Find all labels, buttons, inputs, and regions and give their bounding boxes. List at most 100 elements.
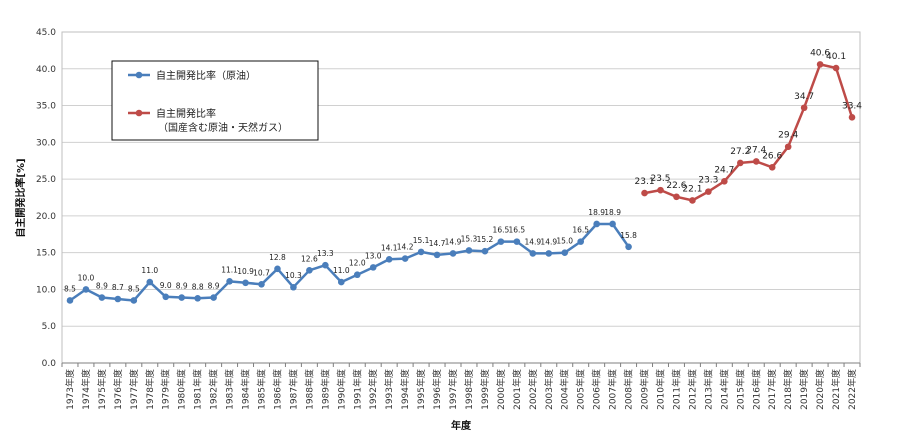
x-tick-label: 1984年度 bbox=[240, 369, 252, 410]
data-label: 33.4 bbox=[842, 101, 862, 111]
data-label: 11.0 bbox=[141, 266, 158, 275]
y-tick-label: 35.0 bbox=[36, 102, 56, 112]
data-label: 14.9 bbox=[524, 237, 541, 246]
y-tick-label: 45.0 bbox=[36, 28, 56, 38]
data-point bbox=[832, 64, 840, 72]
x-tick-label: 1993年度 bbox=[383, 369, 395, 410]
data-point bbox=[752, 158, 760, 165]
x-tick-label: 1999年度 bbox=[479, 369, 491, 410]
data-point bbox=[114, 295, 122, 303]
y-tick-label: 30.0 bbox=[36, 138, 56, 148]
data-point bbox=[848, 114, 856, 121]
x-tick-label: 2014年度 bbox=[718, 369, 730, 410]
data-label: 10.3 bbox=[285, 271, 302, 280]
data-label: 10.0 bbox=[78, 273, 95, 282]
x-tick-label: 2020年度 bbox=[814, 369, 826, 410]
data-point bbox=[721, 178, 728, 185]
data-label: 23.1 bbox=[635, 177, 655, 187]
data-point bbox=[290, 283, 297, 291]
data-point bbox=[162, 293, 170, 301]
data-point bbox=[226, 278, 233, 285]
data-label: 14.9 bbox=[540, 237, 557, 246]
x-tick-label: 1979年度 bbox=[160, 369, 172, 410]
data-point bbox=[242, 279, 249, 287]
y-tick-label: 20.0 bbox=[36, 212, 56, 222]
x-tick-label: 2006年度 bbox=[591, 369, 603, 410]
data-label: 8.9 bbox=[176, 282, 188, 291]
x-tick-label: 2021年度 bbox=[830, 369, 842, 410]
legend-marker-crude bbox=[135, 71, 143, 79]
x-tick-label: 1980年度 bbox=[176, 369, 188, 410]
data-label: 12.8 bbox=[269, 253, 286, 262]
legend-label-total-line2: （国産含む原油・天然ガス） bbox=[158, 121, 288, 134]
x-tick-label: 1997年度 bbox=[447, 369, 459, 410]
data-label: 14.9 bbox=[445, 237, 462, 246]
x-tick-label: 2002年度 bbox=[527, 369, 539, 410]
x-tick-label: 1981年度 bbox=[192, 369, 204, 410]
data-label: 18.9 bbox=[604, 208, 621, 217]
y-tick-label: 5.0 bbox=[42, 322, 57, 332]
x-tick-label: 2008年度 bbox=[623, 369, 635, 410]
data-label: 11.1 bbox=[221, 265, 238, 274]
data-label: 12.6 bbox=[301, 254, 318, 263]
data-label: 16.5 bbox=[572, 226, 589, 235]
data-point bbox=[481, 247, 489, 255]
x-tick-label: 2019年度 bbox=[798, 369, 810, 410]
data-point bbox=[353, 271, 361, 279]
data-label: 14.1 bbox=[381, 243, 398, 252]
x-tick-label: 1998年度 bbox=[463, 369, 475, 410]
data-label: 29.4 bbox=[778, 131, 798, 141]
data-point bbox=[194, 294, 201, 302]
data-point bbox=[258, 280, 265, 288]
data-label: 10.7 bbox=[253, 268, 270, 277]
y-tick-label: 25.0 bbox=[36, 175, 56, 185]
x-tick-label: 1988年度 bbox=[303, 369, 315, 410]
data-label: 26.6 bbox=[762, 151, 782, 161]
series-layer bbox=[66, 61, 856, 304]
x-tick-label: 2011年度 bbox=[670, 369, 682, 410]
x-tick-label: 1992年度 bbox=[367, 369, 379, 410]
x-tick-label: 2018年度 bbox=[782, 369, 794, 410]
x-tick-label: 2012年度 bbox=[686, 369, 698, 410]
data-label: 27.4 bbox=[746, 145, 766, 155]
data-label: 8.7 bbox=[112, 283, 124, 292]
data-label: 16.5 bbox=[493, 226, 510, 235]
data-label: 22.1 bbox=[682, 184, 702, 194]
data-label: 14.2 bbox=[397, 243, 414, 252]
data-point bbox=[369, 264, 377, 271]
data-point bbox=[322, 261, 329, 269]
x-tick-label: 1976年度 bbox=[112, 369, 124, 410]
x-tick-label: 1985年度 bbox=[256, 369, 268, 410]
data-label: 9.0 bbox=[160, 281, 172, 290]
x-tick-label: 1986年度 bbox=[271, 369, 283, 410]
data-point bbox=[768, 164, 776, 171]
x-tick-label: 1983年度 bbox=[224, 369, 236, 410]
data-label: 16.5 bbox=[509, 226, 526, 235]
x-tick-label: 2003年度 bbox=[543, 369, 555, 410]
data-point bbox=[417, 248, 425, 256]
data-label: 23.3 bbox=[698, 176, 718, 186]
legend: 自主開発比率（原油） 自主開発比率 （国産含む原油・天然ガス） bbox=[111, 60, 319, 141]
data-label: 8.5 bbox=[128, 284, 140, 293]
x-tick-label: 1977年度 bbox=[128, 369, 140, 410]
x-tick-label: 1989年度 bbox=[319, 369, 331, 410]
data-label: 27.2 bbox=[730, 147, 750, 157]
data-label: 11.0 bbox=[333, 266, 350, 275]
y-tick-label: 40.0 bbox=[36, 65, 56, 75]
data-label: 22.6 bbox=[666, 181, 686, 191]
data-point bbox=[625, 243, 632, 251]
data-labels: 8.510.08.9 8.7 8.511.09.0 8.9 8.8 8.911.1 10.9… bbox=[64, 48, 862, 293]
data-label: 8.8 bbox=[192, 282, 204, 291]
data-label: 34.7 bbox=[794, 92, 814, 102]
x-tick-label: 2013年度 bbox=[702, 369, 714, 410]
x-tick-label: 1994年度 bbox=[399, 369, 411, 410]
data-label: 13.3 bbox=[317, 249, 334, 258]
data-point bbox=[401, 255, 409, 262]
x-tick-label: 1990年度 bbox=[335, 369, 347, 410]
x-tick-label: 2022年度 bbox=[846, 369, 858, 410]
data-label: 15.1 bbox=[413, 236, 430, 245]
data-label: 15.2 bbox=[477, 235, 494, 244]
data-point bbox=[66, 297, 74, 304]
